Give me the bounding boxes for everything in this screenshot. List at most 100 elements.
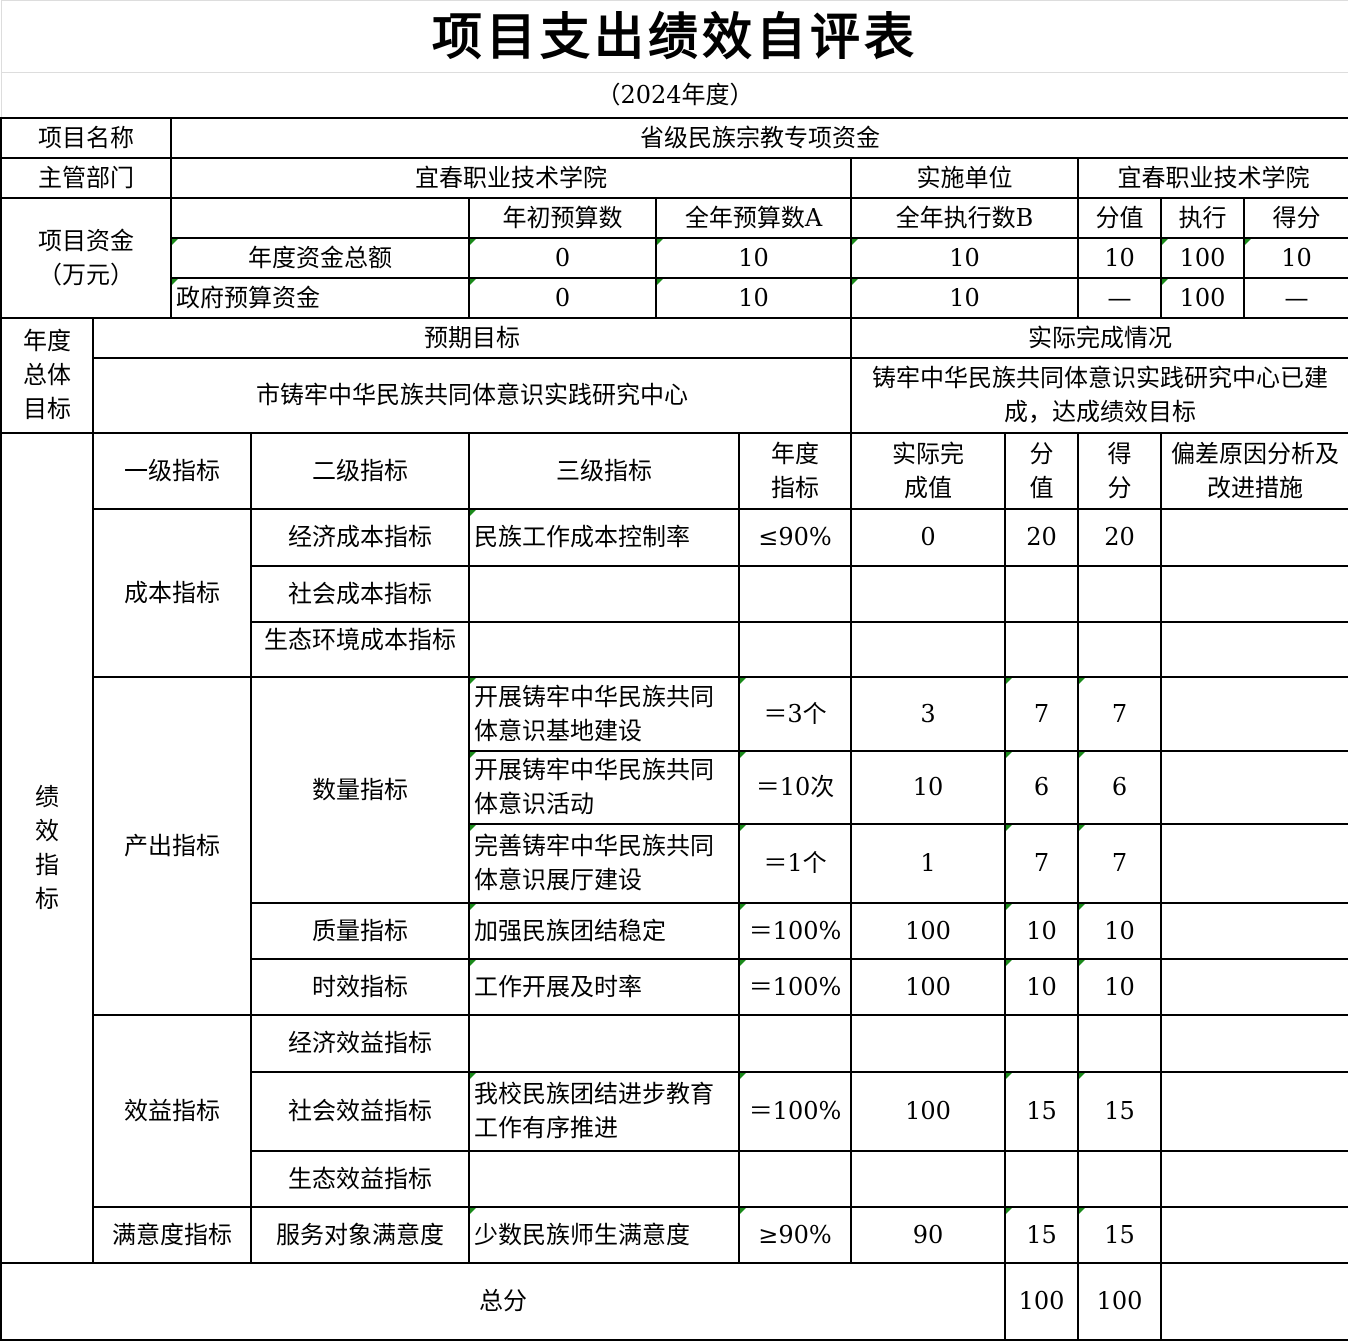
indicator-header: 二级指标 (250, 431, 470, 510)
dept-value: 宜春职业技术学院 (170, 156, 852, 199)
goals-actual: 铸牢中华民族共同体意识实践研究中心已建成，达成绩效目标 (850, 356, 1348, 434)
funds-header: 执行 (1160, 196, 1245, 239)
indicator-header: 实际完成值 (850, 431, 1006, 510)
actual-cell (850, 620, 1006, 678)
score-cell (1077, 620, 1162, 678)
total-score: 100 (1077, 1261, 1162, 1341)
indicator-header: 偏差原因分析及改进措施 (1160, 431, 1348, 510)
level3-cell: 完善铸牢中华民族共同体意识展厅建设 (468, 822, 740, 904)
score-cell (1077, 1149, 1162, 1208)
deviation-cell (1160, 1205, 1348, 1264)
weight-cell: 7 (1004, 675, 1079, 752)
funds-cell: 10 (1077, 236, 1162, 279)
weight-cell: 15 (1004, 1070, 1079, 1152)
level3-cell: 加强民族团结稳定 (468, 901, 740, 960)
level2-cell: 生态效益指标 (250, 1149, 470, 1208)
actual-cell: 3 (850, 675, 1006, 752)
target-cell (738, 1149, 852, 1208)
page-title: 项目支出绩效自评表 (0, 0, 1348, 73)
level2-cell: 时效指标 (250, 957, 470, 1016)
target-cell: ＝1个 (738, 822, 852, 904)
actual-cell: 1 (850, 822, 1006, 904)
target-cell: ＝100% (738, 1070, 852, 1152)
actual-cell (850, 1149, 1006, 1208)
deviation-cell (1160, 901, 1348, 960)
level3-cell: 开展铸牢中华民族共同体意识基地建设 (468, 675, 740, 752)
funds-row-label: 政府预算资金 (170, 276, 470, 319)
weight-cell (1004, 620, 1079, 678)
funds-cell: 10 (850, 236, 1079, 279)
dept-label: 主管部门 (0, 156, 172, 199)
target-cell (738, 564, 852, 623)
target-cell (738, 620, 852, 678)
funds-cell: — (1243, 276, 1348, 319)
deviation-cell (1160, 620, 1348, 678)
deviation-cell (1160, 957, 1348, 1016)
funds-row-label: 年度资金总额 (170, 236, 470, 279)
deviation-cell (1160, 822, 1348, 904)
score-cell (1077, 1013, 1162, 1073)
indicators-label: 绩效指标 (0, 431, 94, 1264)
level1-cell: 满意度指标 (92, 1205, 252, 1264)
actual-cell: 10 (850, 749, 1006, 825)
score-cell: 15 (1077, 1205, 1162, 1264)
level1-cell: 成本指标 (92, 507, 252, 678)
target-cell: ＝100% (738, 901, 852, 960)
project-name-value: 省级民族宗教专项资金 (170, 116, 1348, 159)
weight-cell: 10 (1004, 901, 1079, 960)
funds-header: 年初预算数 (468, 196, 657, 239)
weight-cell (1004, 1149, 1079, 1208)
indicator-header: 分值 (1004, 431, 1079, 510)
score-cell: 10 (1077, 901, 1162, 960)
target-cell: ＝100% (738, 957, 852, 1016)
level1-cell: 产出指标 (92, 675, 252, 1016)
level3-cell: 开展铸牢中华民族共同体意识活动 (468, 749, 740, 825)
score-cell (1077, 564, 1162, 623)
level2-cell: 数量指标 (250, 675, 470, 904)
funds-cell: 10 (655, 276, 852, 319)
target-cell: ＝10次 (738, 749, 852, 825)
indicator-header: 年度指标 (738, 431, 852, 510)
level3-cell: 民族工作成本控制率 (468, 507, 740, 567)
score-cell: 10 (1077, 957, 1162, 1016)
score-cell: 15 (1077, 1070, 1162, 1152)
goals-expected-header: 预期目标 (92, 316, 852, 359)
level3-cell: 工作开展及时率 (468, 957, 740, 1016)
actual-cell: 100 (850, 901, 1006, 960)
weight-cell: 6 (1004, 749, 1079, 825)
actual-cell (850, 1013, 1006, 1073)
level2-cell: 经济成本指标 (250, 507, 470, 567)
funds-cell: 10 (655, 236, 852, 279)
weight-cell: 10 (1004, 957, 1079, 1016)
level3-cell: 少数民族师生满意度 (468, 1205, 740, 1264)
level3-cell (468, 1013, 740, 1073)
page-subtitle-year: （2024年度） (0, 72, 1348, 119)
score-cell: 6 (1077, 749, 1162, 825)
indicator-header: 三级指标 (468, 431, 740, 510)
level2-cell: 社会成本指标 (250, 564, 470, 623)
score-cell: 7 (1077, 675, 1162, 752)
deviation-cell (1160, 1070, 1348, 1152)
weight-cell: 7 (1004, 822, 1079, 904)
project-name-label: 项目名称 (0, 116, 172, 159)
funds-header: 全年预算数A (655, 196, 852, 239)
level2-cell: 生态环境成本指标 (250, 620, 470, 678)
funds-cell: 10 (1243, 236, 1348, 279)
unit-label: 实施单位 (850, 156, 1079, 199)
funds-cell: 0 (468, 276, 657, 319)
funds-header: 得分 (1243, 196, 1348, 239)
unit-value: 宜春职业技术学院 (1077, 156, 1348, 199)
funds-cell: 0 (468, 236, 657, 279)
weight-cell: 15 (1004, 1205, 1079, 1264)
deviation-cell (1160, 1149, 1348, 1208)
deviation-cell (1160, 507, 1348, 567)
indicator-header: 一级指标 (92, 431, 252, 510)
level3-cell: 我校民族团结进步教育工作有序推进 (468, 1070, 740, 1152)
target-cell (738, 1013, 852, 1073)
actual-cell (850, 564, 1006, 623)
level2-cell: 社会效益指标 (250, 1070, 470, 1152)
total-weight: 100 (1004, 1261, 1079, 1341)
total-label: 总分 (0, 1261, 1006, 1341)
goals-label: 年度总体目标 (0, 316, 94, 434)
